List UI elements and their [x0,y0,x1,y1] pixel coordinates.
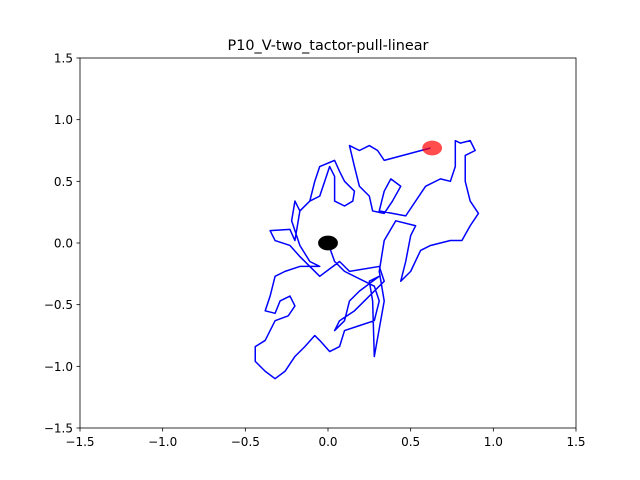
y-tick-label: 1.0 [54,113,73,127]
position-marker [318,235,338,251]
trajectory-line [254,139,480,380]
x-tick-label: 0.5 [401,435,420,449]
y-tick-label: −1.5 [44,422,73,436]
y-tick-label: 1.5 [54,52,73,66]
x-tick-label: −1.5 [65,435,94,449]
x-tick-label: 0.0 [318,435,337,449]
axes-frame [79,57,577,429]
y-tick-label: 0.5 [54,175,73,189]
y-tick-label: −1.0 [44,360,73,374]
y-tick-label: 0.0 [54,237,73,251]
chart-title: P10_V-two_tactor-pull-linear [228,38,429,54]
x-tick-label: 1.0 [484,435,503,449]
y-tick-label: −0.5 [44,298,73,312]
x-tick-label: −0.5 [231,435,260,449]
position-marker [422,140,443,156]
x-tick-label: 1.5 [566,435,585,449]
x-tick-label: −1.0 [148,435,177,449]
